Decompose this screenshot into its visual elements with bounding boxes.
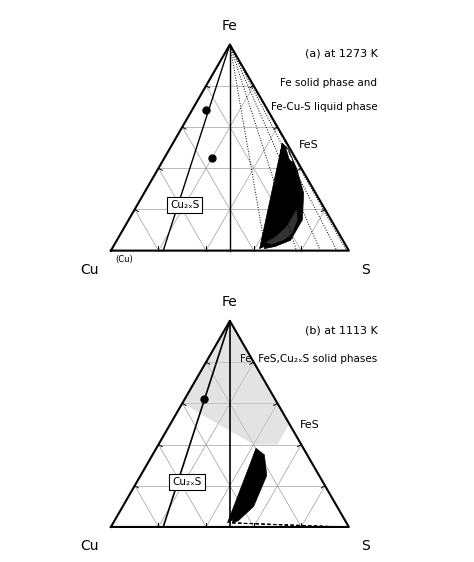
Text: S: S (361, 262, 370, 277)
Text: Fe, FeS,Cu₂ₓS solid phases: Fe, FeS,Cu₂ₓS solid phases (240, 354, 377, 364)
Text: Cu: Cu (81, 262, 99, 277)
Text: Cu₂ₓS: Cu₂ₓS (170, 200, 200, 210)
Text: Fe: Fe (222, 295, 238, 309)
Text: (a) at 1273 K: (a) at 1273 K (304, 49, 377, 58)
Text: Cu: Cu (81, 539, 99, 553)
Text: FeS: FeS (300, 420, 320, 430)
Text: (Cu): (Cu) (116, 255, 133, 264)
Text: Cu₂ₓS: Cu₂ₓS (173, 477, 202, 487)
Text: FeS: FeS (299, 140, 319, 150)
Polygon shape (260, 143, 304, 248)
Polygon shape (286, 148, 293, 162)
Text: (b) at 1113 K: (b) at 1113 K (305, 325, 377, 335)
Polygon shape (265, 210, 298, 244)
Text: Fe-Cu-S liquid phase: Fe-Cu-S liquid phase (271, 102, 377, 112)
Text: S: S (361, 539, 370, 553)
Text: 14: 14 (251, 477, 261, 486)
Text: Fe solid phase and: Fe solid phase and (281, 78, 377, 88)
Text: Fe: Fe (222, 19, 238, 33)
Polygon shape (182, 321, 289, 445)
Polygon shape (228, 448, 267, 523)
